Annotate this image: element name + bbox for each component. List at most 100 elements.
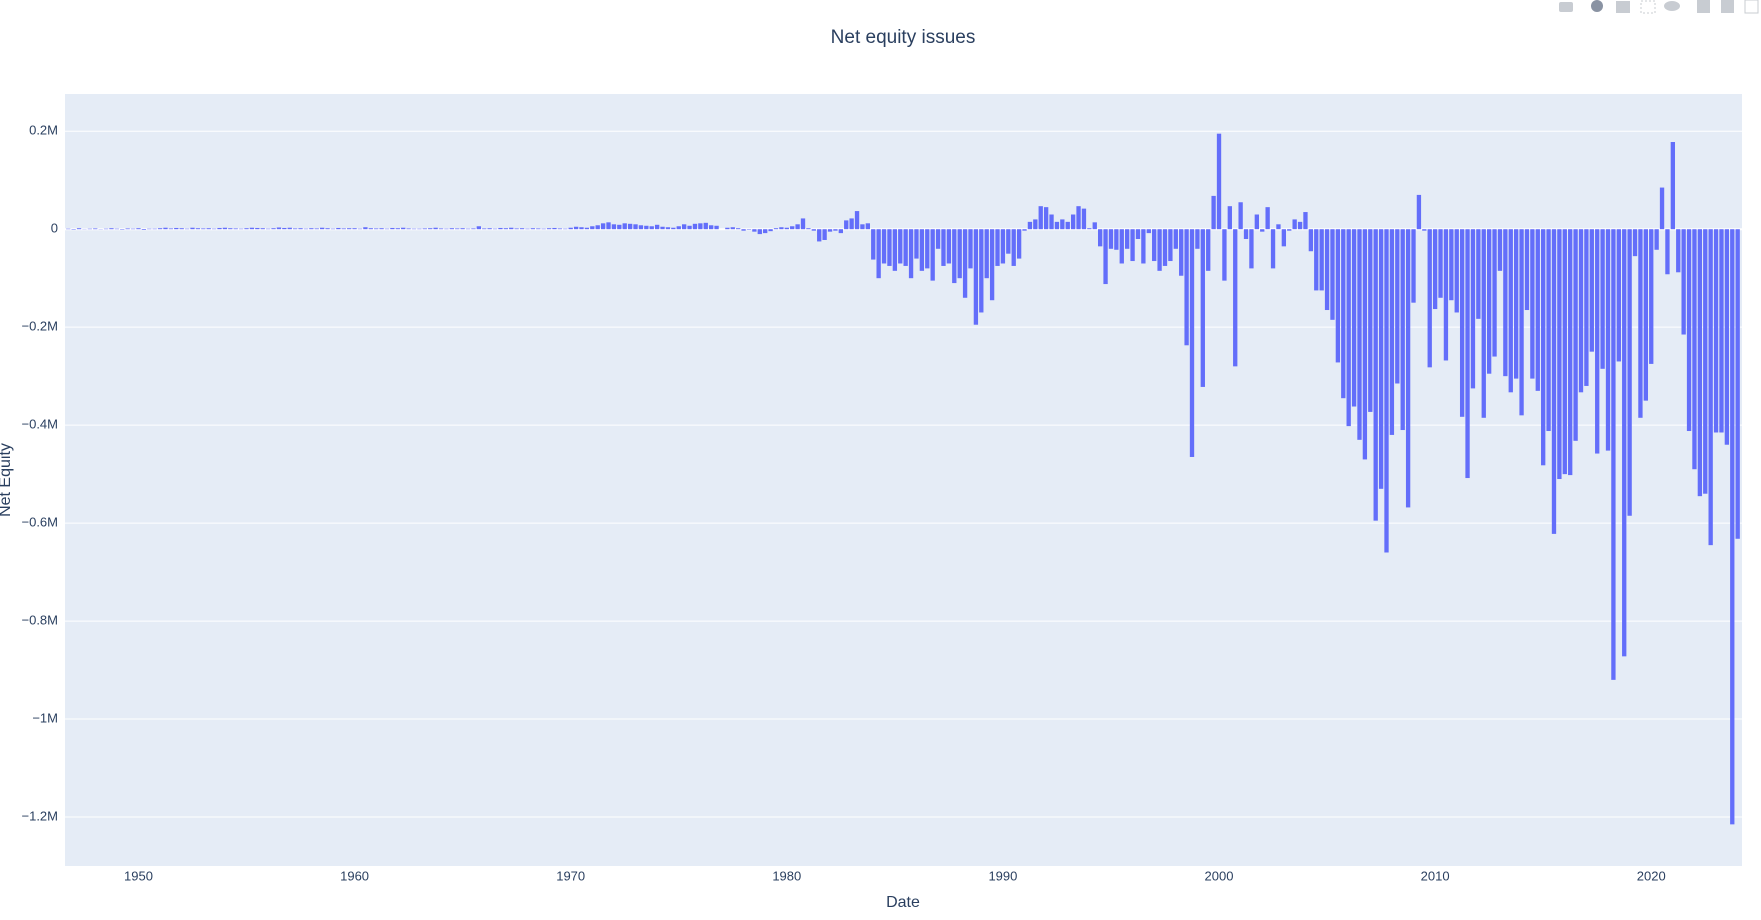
bar (1632, 229, 1638, 257)
bar (995, 229, 1000, 266)
bar (871, 229, 876, 260)
bar (141, 229, 147, 230)
bar (968, 229, 973, 269)
bar (649, 226, 654, 230)
bar (898, 229, 903, 264)
bar (1038, 206, 1043, 230)
bar (428, 228, 433, 230)
bar (1368, 229, 1373, 412)
bar (1146, 229, 1151, 234)
bar (1303, 212, 1308, 230)
bar (422, 228, 427, 230)
bar (1054, 221, 1060, 230)
modebar-select[interactable] (1640, 0, 1656, 14)
bar (957, 229, 962, 279)
modebar-camera[interactable] (1559, 2, 1573, 12)
bar (865, 223, 871, 230)
bar (1200, 229, 1205, 387)
modebar (1559, 0, 1759, 14)
bar (206, 228, 211, 230)
bar (336, 227, 341, 230)
bar (519, 228, 525, 230)
bar (1319, 229, 1324, 291)
bar (1551, 229, 1557, 534)
bar (536, 228, 541, 230)
bar (881, 229, 887, 264)
modebar-zoom[interactable] (1591, 0, 1603, 12)
bar (833, 229, 838, 231)
bar (1103, 229, 1108, 285)
bar (1562, 229, 1567, 475)
bar (779, 227, 784, 230)
bar (1195, 229, 1200, 249)
bar (292, 228, 298, 230)
bar (849, 218, 854, 230)
bar (1497, 229, 1503, 271)
bar (455, 228, 460, 230)
modebar-reset[interactable] (1744, 0, 1759, 14)
bar (1665, 229, 1670, 275)
bar (1546, 229, 1551, 432)
bar (1270, 229, 1276, 269)
bar (1060, 219, 1065, 230)
bar (368, 228, 373, 230)
bar (325, 228, 330, 230)
bar (1730, 229, 1735, 825)
bar (1378, 229, 1384, 489)
bar (638, 225, 644, 230)
modebar-zoom-in[interactable] (1697, 0, 1710, 13)
bar (109, 228, 114, 230)
bar (249, 227, 255, 230)
modebar-lasso[interactable] (1664, 1, 1680, 11)
bar (935, 229, 941, 249)
bar (1249, 229, 1254, 269)
bar (314, 228, 319, 230)
bar (1578, 229, 1584, 393)
chart-title: Net equity issues (831, 27, 976, 48)
bar (1400, 229, 1405, 431)
x-tick-label: 1990 (988, 868, 1017, 883)
bar (190, 227, 195, 230)
bar (1216, 133, 1222, 230)
bar (1438, 229, 1443, 298)
bar (1432, 229, 1438, 310)
bar (1557, 229, 1562, 480)
bar (1724, 229, 1730, 445)
modebar-zoom-out[interactable] (1721, 0, 1734, 13)
bar (736, 228, 741, 230)
modebar-pan[interactable] (1616, 1, 1630, 13)
bar (1000, 229, 1006, 264)
bar (514, 228, 519, 230)
y-tick-label: −0.8M (22, 613, 59, 628)
bar (817, 229, 822, 242)
bar (1605, 229, 1611, 451)
bar (784, 227, 789, 230)
bar (1373, 229, 1378, 521)
bar (374, 228, 379, 230)
bar (795, 224, 800, 230)
bar (1454, 229, 1459, 313)
bar (1427, 229, 1432, 368)
bar (1238, 202, 1243, 230)
bar (930, 229, 935, 281)
bar (1600, 229, 1605, 369)
bar (1416, 194, 1422, 230)
bar (1027, 221, 1033, 230)
bar (811, 229, 816, 231)
bar (363, 227, 368, 230)
bar (1265, 207, 1270, 230)
bar (1135, 229, 1141, 239)
bar (1287, 229, 1292, 231)
bar (1611, 229, 1616, 680)
bar (768, 229, 773, 232)
bar (590, 226, 595, 230)
bar (1519, 229, 1524, 416)
bar (1006, 229, 1011, 254)
bar (622, 223, 627, 230)
bar (703, 222, 708, 230)
bar (1362, 229, 1368, 460)
bar (1341, 229, 1346, 399)
bar (919, 229, 925, 271)
bar (390, 227, 395, 230)
bar (611, 224, 617, 230)
